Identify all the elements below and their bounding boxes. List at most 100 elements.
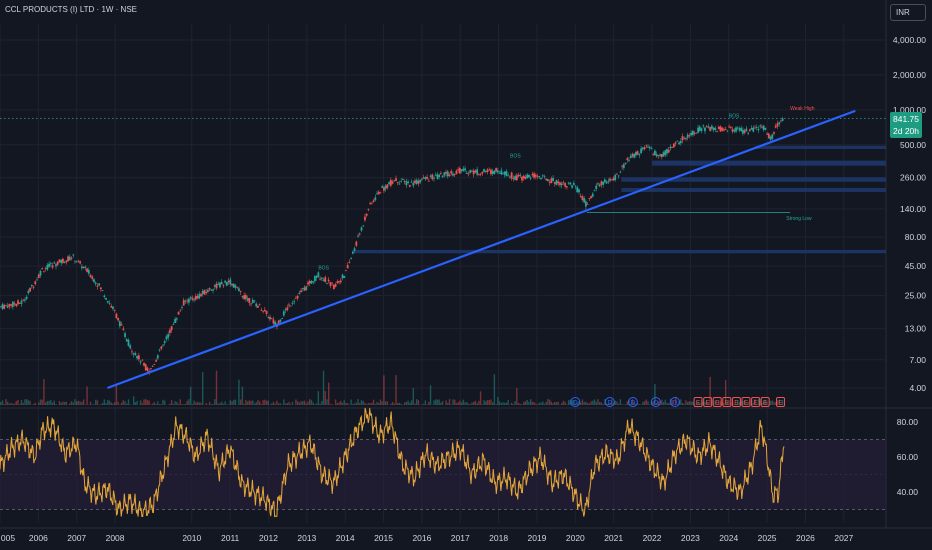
volume-bar xyxy=(238,379,240,405)
candle-body xyxy=(486,169,489,173)
candle-body xyxy=(707,126,710,128)
candle-body xyxy=(193,299,195,301)
volume-bar xyxy=(346,403,349,405)
candle-body xyxy=(30,284,33,287)
candle-body xyxy=(543,176,546,177)
time-tick-label: 2026 xyxy=(796,533,815,543)
volume-bar xyxy=(512,404,515,405)
volume-bar xyxy=(733,403,736,405)
candle-body xyxy=(417,181,420,184)
candle-body xyxy=(53,262,56,264)
volume-bar xyxy=(267,400,269,405)
volume-bar xyxy=(391,401,394,405)
candle-body xyxy=(616,173,618,175)
earnings-marker xyxy=(693,397,703,407)
volume-bar xyxy=(298,402,301,405)
volume-bar xyxy=(695,403,698,405)
candle-body xyxy=(262,310,265,312)
volume-bar xyxy=(664,399,666,405)
candle-body xyxy=(750,127,753,130)
candle-body xyxy=(636,151,639,155)
rsi-tick-label: 40.00 xyxy=(897,487,919,497)
volume-bar xyxy=(752,403,754,405)
volume-bar xyxy=(362,400,364,405)
volume-bar xyxy=(76,401,78,405)
candle-body xyxy=(429,175,432,177)
event-marker-label: E xyxy=(696,400,701,407)
candle-body xyxy=(74,260,76,262)
candle-body xyxy=(219,282,221,288)
volume-bar xyxy=(195,402,197,405)
candle-body xyxy=(284,309,287,311)
candle-body xyxy=(17,300,19,305)
candle-body xyxy=(44,268,47,270)
candle-body xyxy=(460,169,463,172)
candle-body xyxy=(236,287,239,289)
currency-selector[interactable]: INR xyxy=(890,4,926,21)
volume-bar xyxy=(155,404,157,405)
candle-body xyxy=(465,172,468,174)
candle-body xyxy=(422,177,425,179)
candle-body xyxy=(640,148,643,154)
volume-bar xyxy=(668,403,670,405)
volume-bar xyxy=(307,401,309,405)
time-tick-label: 2014 xyxy=(336,533,355,543)
volume-bar xyxy=(743,400,746,405)
volume-bar xyxy=(215,370,218,405)
price-tick-label: 260.00 xyxy=(900,173,926,183)
chart-title: CCL PRODUCTS (I) LTD · 1W · NSE xyxy=(5,5,138,14)
candle-body xyxy=(118,321,121,327)
volume-bar xyxy=(724,380,727,405)
volume-bar xyxy=(661,399,663,405)
candle-body xyxy=(227,280,230,283)
candle-body xyxy=(458,168,461,174)
volume-bar xyxy=(219,403,221,405)
volume-bar xyxy=(529,399,532,405)
volume-bar xyxy=(1,400,4,405)
candle-body xyxy=(560,183,563,186)
candle-body xyxy=(553,181,556,184)
candle-body xyxy=(150,368,152,370)
candle-body xyxy=(13,303,16,305)
volume-bar xyxy=(134,402,137,405)
volume-bar xyxy=(108,400,111,405)
candle-body xyxy=(607,180,610,182)
volume-bar xyxy=(517,402,520,405)
candle-body xyxy=(65,260,68,263)
candle-body xyxy=(274,321,277,325)
candle-body xyxy=(698,126,701,131)
volume-bar xyxy=(38,402,40,405)
earnings-marker xyxy=(722,397,732,407)
candle-body xyxy=(151,366,154,367)
candle-body xyxy=(184,300,187,302)
trendline[interactable] xyxy=(107,109,856,390)
volume-bar xyxy=(467,403,470,405)
demand-zone xyxy=(621,187,886,192)
volume-bar xyxy=(269,404,271,405)
volume-bar xyxy=(531,401,534,405)
volume-bar xyxy=(139,400,142,405)
volume-bar xyxy=(283,399,285,405)
volume-bar xyxy=(383,375,385,405)
volume-bar xyxy=(96,400,99,405)
candle-body xyxy=(370,202,373,204)
volume-bar xyxy=(48,400,50,405)
candle-body xyxy=(436,174,439,179)
volume-bar xyxy=(74,399,76,405)
volume-bar xyxy=(276,400,278,405)
candle-body xyxy=(1,304,4,310)
candle-body xyxy=(450,171,453,174)
volume-bar xyxy=(440,402,442,405)
volume-bar xyxy=(46,400,49,405)
candle-body xyxy=(735,127,737,132)
candle-body xyxy=(690,132,693,136)
candle-body xyxy=(265,310,268,314)
volume-bar xyxy=(519,403,521,405)
candle-body xyxy=(453,174,456,175)
volume-bar xyxy=(20,399,23,405)
rsi-line xyxy=(0,407,785,518)
candle-body xyxy=(279,319,282,322)
volume-bar xyxy=(624,404,627,405)
